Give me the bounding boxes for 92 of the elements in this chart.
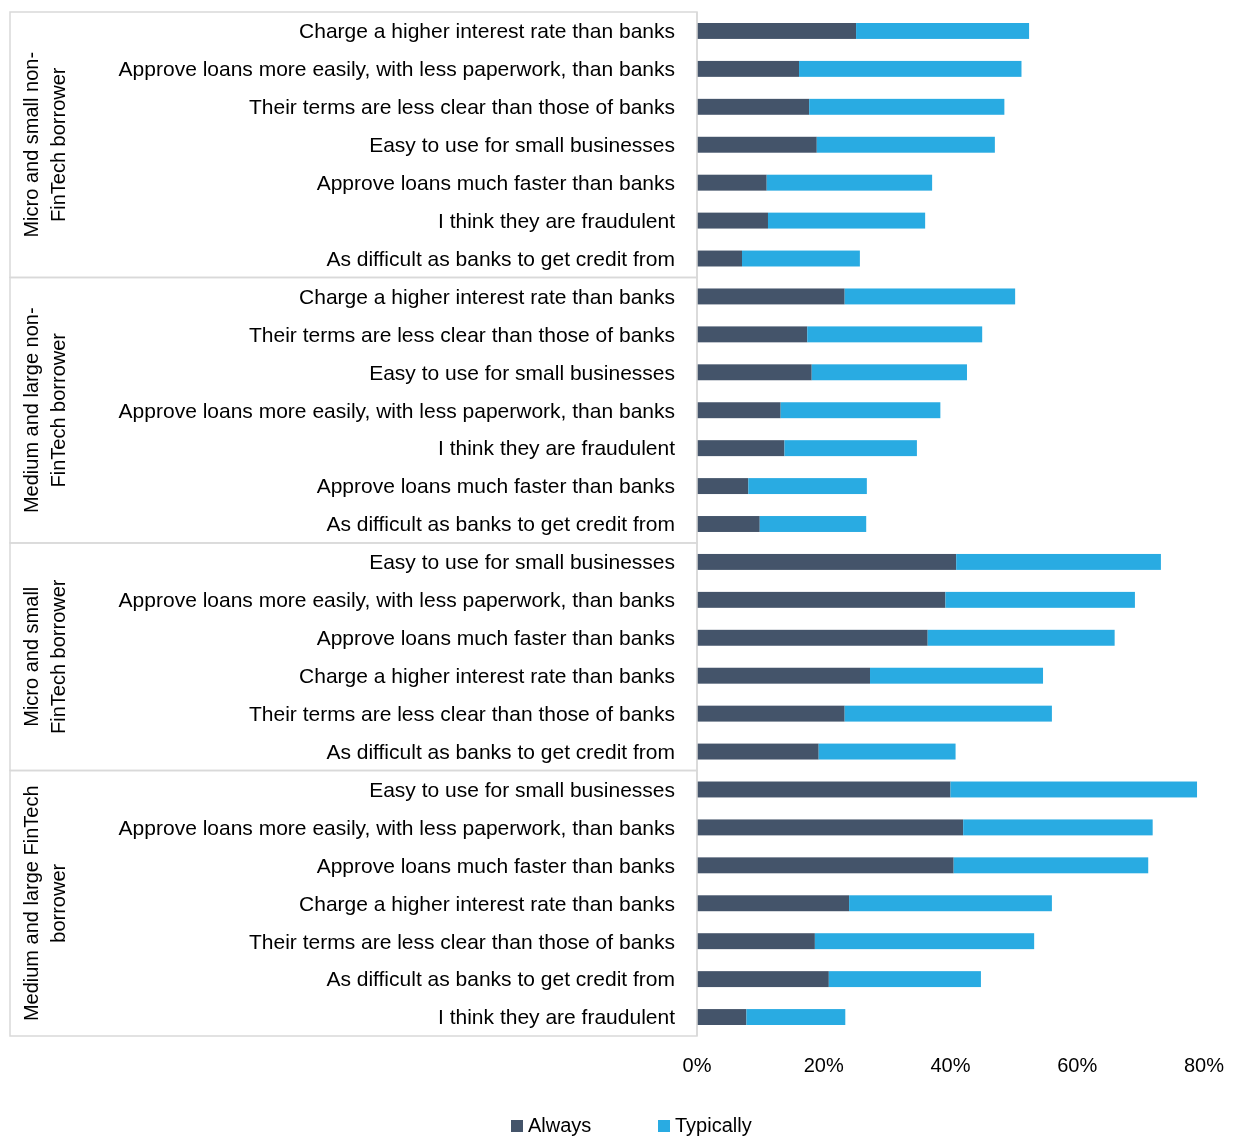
y-tick-label: As difficult as banks to get credit from	[326, 512, 675, 536]
legend-label: Typically	[675, 1114, 752, 1136]
y-tick-label: Their terms are less clear than those of banks	[248, 929, 675, 953]
bar	[697, 60, 800, 77]
y-tick-label: Easy to use for small businesses	[369, 550, 675, 574]
x-tick-label: 20%	[803, 1054, 844, 1076]
bar	[746, 1009, 846, 1025]
bar	[767, 212, 926, 229]
y-tick-label: Easy to use for small businesses	[369, 133, 675, 157]
bar	[697, 326, 808, 343]
y-tick-label: Approve loans more easily, with less paperwork, than banks	[118, 398, 675, 422]
bar	[697, 136, 817, 153]
bar	[927, 629, 1115, 646]
bar	[807, 326, 983, 343]
bar	[811, 364, 967, 381]
bar	[953, 857, 1149, 874]
y-tick-label: Their terms are less clear than those of banks	[248, 701, 675, 725]
y-tick-label: Approve loans much faster than banks	[316, 474, 675, 498]
y-tick-label: Charge a higher interest rate than banks	[299, 284, 675, 308]
y-tick-label: Easy to use for small businesses	[369, 360, 675, 384]
bar	[748, 478, 867, 495]
bar	[697, 212, 768, 229]
bar	[697, 781, 951, 798]
y-tick-label: Their terms are less clear than those of banks	[248, 95, 675, 119]
bar	[697, 288, 845, 305]
bar	[697, 402, 781, 419]
y-tick-label: Approve loans more easily, with less paperwork, than banks	[118, 815, 675, 839]
bar	[945, 591, 1135, 608]
y-tick-label: As difficult as banks to get credit from	[326, 967, 675, 991]
bar	[697, 743, 819, 760]
legend-label: Always	[528, 1114, 592, 1136]
bar	[870, 667, 1044, 684]
x-tick-label: 60%	[1057, 1054, 1098, 1076]
y-tick-label: Charge a higher interest rate than banks	[299, 891, 675, 915]
y-tick-label: Easy to use for small businesses	[369, 777, 675, 801]
x-tick-label: 80%	[1183, 1054, 1225, 1076]
bar	[814, 933, 1035, 950]
text: Medium and large non-FinTech borrower	[20, 307, 69, 514]
bar	[697, 933, 815, 950]
bar	[780, 402, 941, 419]
bar	[697, 440, 785, 457]
bar	[697, 98, 810, 115]
bar	[963, 819, 1153, 836]
bar	[697, 667, 871, 684]
bar	[697, 971, 829, 988]
bar	[697, 591, 946, 608]
bar	[697, 705, 845, 722]
text: Micro and small non-FinTech borrower	[20, 51, 69, 238]
y-tick-label: As difficult as banks to get credit from	[326, 739, 675, 763]
bar	[766, 174, 933, 191]
bar	[799, 60, 1022, 77]
bar	[950, 781, 1198, 798]
bar	[956, 553, 1161, 570]
y-tick-label: I think they are fraudulent	[438, 436, 676, 460]
bar	[697, 1009, 747, 1025]
y-tick-label: Approve loans more easily, with less paperwork, than banks	[118, 57, 675, 81]
y-tick-label: Approve loans much faster than banks	[316, 171, 675, 195]
bar	[816, 136, 995, 153]
y-tick-label: I think they are fraudulent	[438, 1005, 676, 1029]
text: Medium and large FinTech borrower	[20, 785, 69, 1022]
bar	[697, 516, 760, 532]
bar	[697, 629, 928, 646]
y-tick-label: As difficult as banks to get credit from	[326, 246, 675, 270]
bar	[784, 440, 917, 457]
bar	[697, 250, 742, 267]
y-tick-label: Approve loans much faster than banks	[316, 626, 675, 650]
bar	[759, 516, 867, 532]
x-tick-label: 0%	[682, 1054, 712, 1076]
bar	[697, 857, 954, 874]
bar	[828, 971, 981, 988]
bar	[856, 23, 1030, 39]
bar	[697, 174, 767, 191]
bar	[809, 98, 1005, 115]
text: Micro and small FinTech borrower	[20, 579, 69, 734]
bar	[697, 895, 850, 912]
y-tick-label: Their terms are less clear than those of banks	[248, 322, 675, 346]
y-tick-label: Charge a higher interest rate than banks	[299, 664, 675, 688]
bar	[844, 705, 1052, 722]
bar	[697, 364, 812, 381]
y-tick-label: Approve loans much faster than banks	[316, 853, 675, 877]
y-tick-label: Approve loans more easily, with less paperwork, than banks	[118, 588, 675, 612]
bar	[844, 288, 1016, 305]
bar	[697, 819, 964, 836]
y-tick-label: Charge a higher interest rate than banks	[299, 19, 675, 43]
bar	[697, 478, 749, 495]
y-tick-label: I think they are fraudulent	[438, 208, 676, 232]
bar	[849, 895, 1052, 912]
bar	[742, 250, 860, 267]
bar	[697, 23, 857, 39]
bar	[818, 743, 956, 760]
bar	[697, 553, 957, 570]
x-tick-label: 40%	[930, 1054, 971, 1076]
